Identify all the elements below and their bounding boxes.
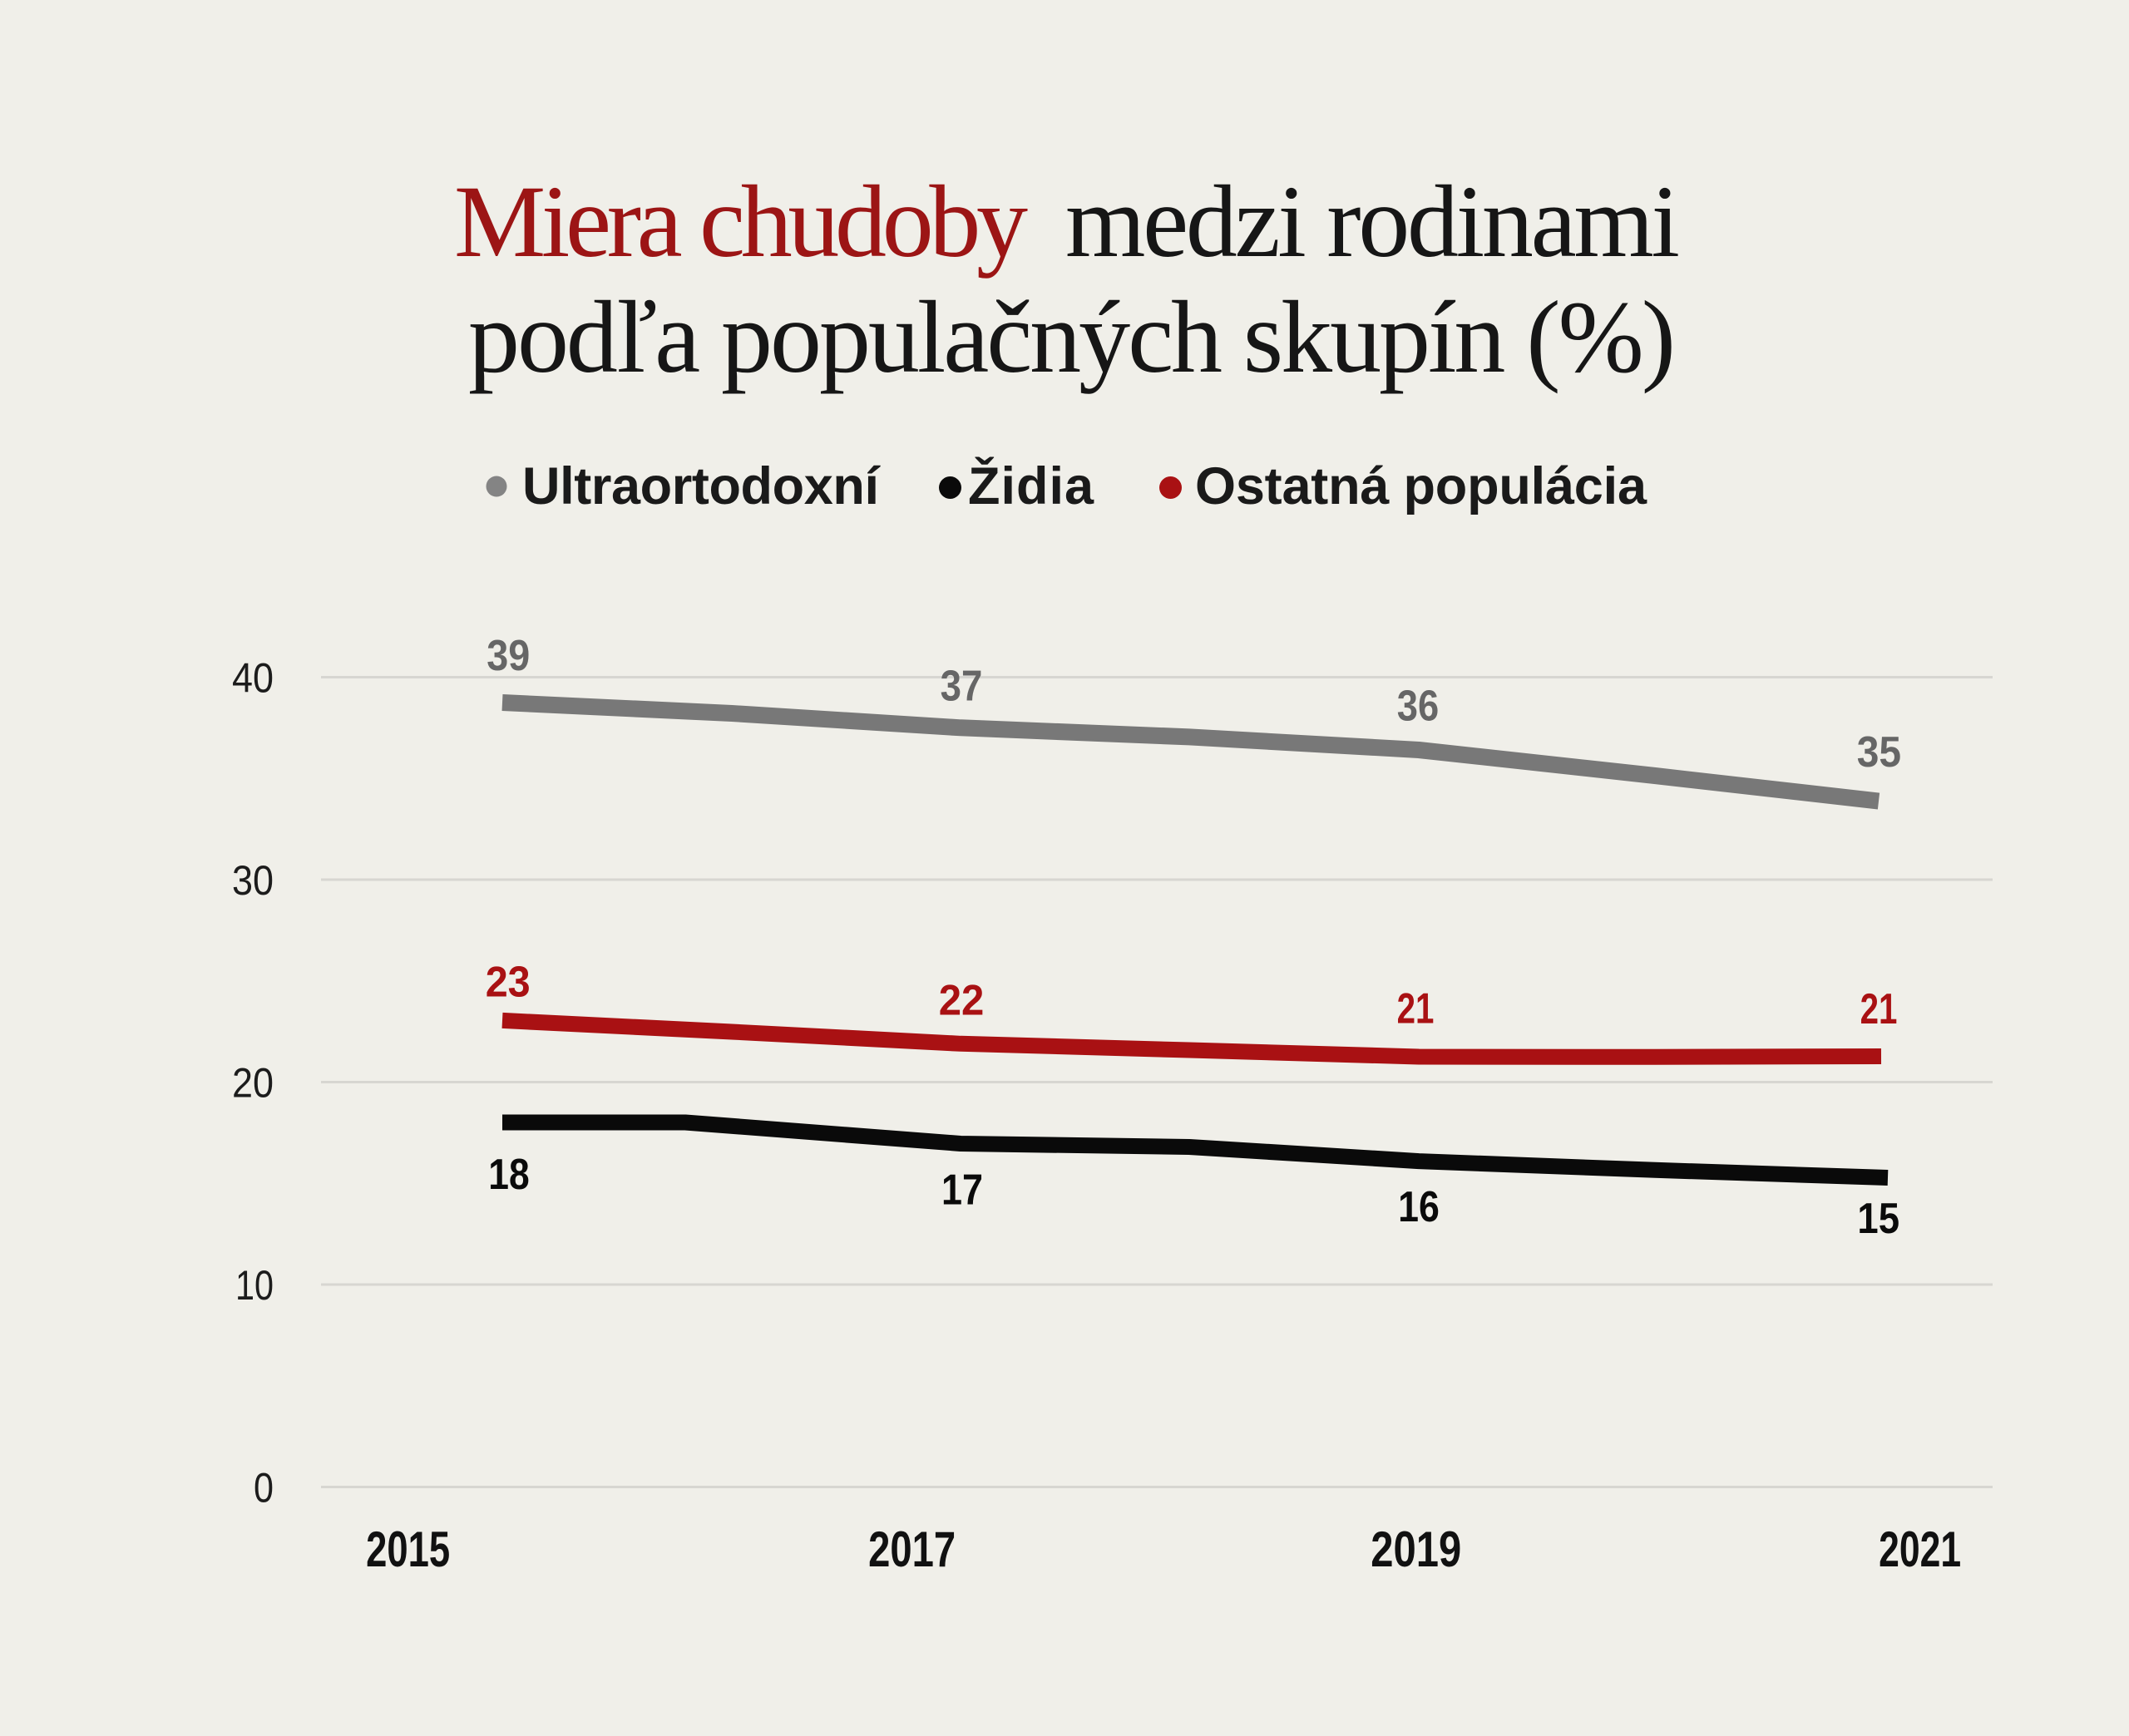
svg-text:20: 20 [232, 1059, 274, 1106]
svg-text:22: 22 [939, 977, 985, 1025]
svg-text:17: 17 [941, 1166, 983, 1214]
svg-text:2015: 2015 [366, 1521, 450, 1577]
svg-text:30: 30 [232, 857, 274, 904]
svg-text:39: 39 [487, 632, 530, 680]
svg-text:2019: 2019 [1371, 1521, 1461, 1577]
svg-text:Ostatná populácia: Ostatná populácia [1195, 457, 1647, 515]
svg-text:23: 23 [486, 958, 531, 1006]
svg-text:2017: 2017 [868, 1521, 956, 1577]
svg-text:35: 35 [1857, 728, 1901, 777]
svg-text:37: 37 [941, 662, 983, 710]
svg-text:16: 16 [1398, 1183, 1440, 1231]
svg-text:18: 18 [488, 1151, 529, 1199]
svg-text:podľa populačných skupín (%): podľa populačných skupín (%) [468, 280, 1676, 394]
svg-text:Židia: Židia [968, 456, 1094, 515]
svg-text:10: 10 [235, 1262, 274, 1309]
svg-text:Miera chudoby: Miera chudoby [454, 165, 1028, 279]
svg-text:medzi rodinami: medzi rodinami [1065, 165, 1680, 279]
svg-text:Ultraortodoxní: Ultraortodoxní [522, 457, 881, 515]
svg-text:2021: 2021 [1879, 1521, 1961, 1577]
svg-text:21: 21 [1860, 985, 1898, 1033]
svg-text:21: 21 [1397, 985, 1435, 1033]
svg-text:15: 15 [1857, 1195, 1899, 1243]
svg-text:40: 40 [232, 654, 274, 701]
svg-text:0: 0 [254, 1464, 274, 1511]
svg-text:36: 36 [1397, 682, 1439, 730]
